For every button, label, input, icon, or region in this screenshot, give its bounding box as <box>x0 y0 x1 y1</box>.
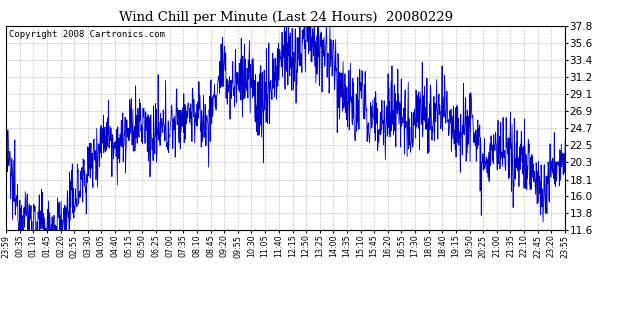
Title: Wind Chill per Minute (Last 24 Hours)  20080229: Wind Chill per Minute (Last 24 Hours) 20… <box>119 12 453 24</box>
Text: Copyright 2008 Cartronics.com: Copyright 2008 Cartronics.com <box>9 30 165 39</box>
